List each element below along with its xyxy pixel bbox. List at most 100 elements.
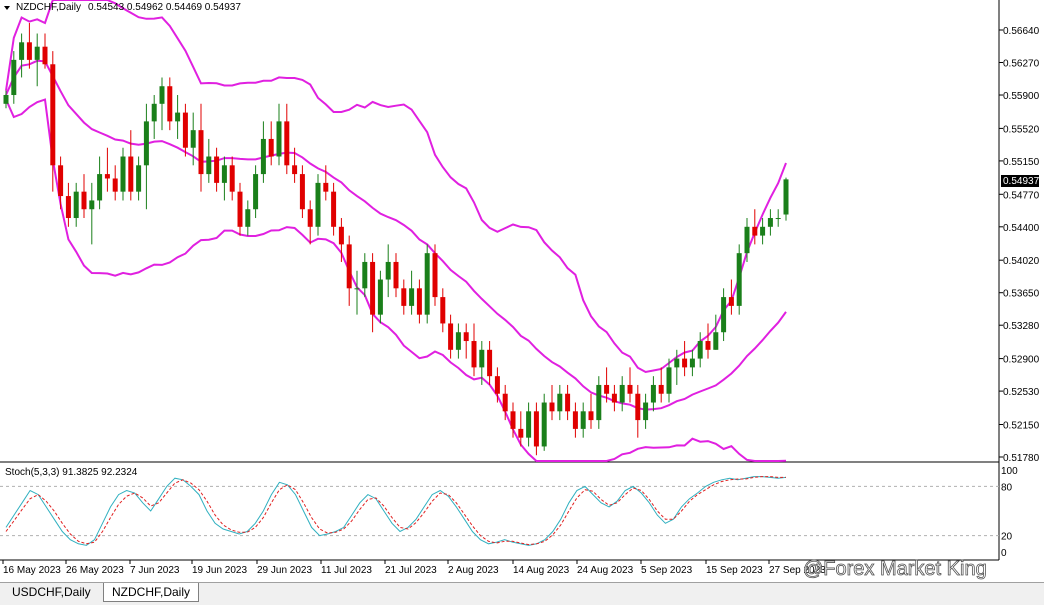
- candle-body: [307, 209, 313, 227]
- candle: [728, 279, 734, 315]
- price-axis-label: 0.55900: [1003, 91, 1040, 102]
- candle: [518, 411, 524, 447]
- time-axis-label: 21 Jul 2023: [385, 565, 437, 576]
- candle-body: [50, 64, 56, 166]
- candle-body: [502, 393, 508, 412]
- symbol-label: NZDCHF,Daily: [16, 2, 81, 13]
- candle: [393, 253, 399, 298]
- candle: [73, 182, 79, 227]
- candle-body: [120, 156, 126, 192]
- candle: [42, 33, 48, 69]
- candle: [276, 103, 282, 166]
- candle-body: [541, 402, 547, 447]
- candle-body: [331, 191, 337, 227]
- candle: [674, 349, 680, 385]
- candle: [307, 200, 313, 245]
- candle-body: [237, 191, 243, 227]
- candle: [34, 33, 40, 87]
- candle: [385, 244, 391, 298]
- candle-body: [572, 411, 578, 429]
- candle-body: [385, 261, 391, 280]
- time-axis-label: 24 Aug 2023: [577, 565, 634, 576]
- candle: [440, 288, 446, 333]
- candle: [362, 253, 368, 298]
- stochastic-pane: [0, 476, 999, 546]
- candle-body: [65, 196, 71, 219]
- candle: [292, 147, 298, 183]
- candle-body: [736, 253, 742, 306]
- watermark: @Forex Market King: [803, 558, 987, 580]
- band-lower: [5, 98, 787, 462]
- time-axis-label: 16 May 2023: [3, 565, 61, 576]
- candle: [11, 51, 17, 104]
- candle-body: [596, 384, 602, 421]
- candle-body: [190, 130, 196, 148]
- candle-body: [728, 297, 734, 306]
- chart-area[interactable]: 0.56640 0.56270 0.55900 0.55520 0.55150 0.547…: [0, 0, 1044, 582]
- candle-body: [198, 130, 204, 175]
- candle-body: [253, 174, 259, 210]
- candle: [346, 235, 352, 306]
- candle-body: [557, 393, 563, 412]
- candle: [120, 147, 126, 201]
- candle-body: [136, 165, 142, 192]
- candle: [533, 402, 539, 456]
- candle: [627, 367, 633, 403]
- price-axis-label: 0.56270: [1003, 59, 1040, 70]
- candle: [666, 358, 672, 403]
- candle: [81, 174, 87, 219]
- candle-body: [58, 165, 64, 197]
- stoch-level-label: 100: [1001, 466, 1018, 477]
- candle: [596, 376, 602, 429]
- ohlc-label: 0.54543 0.54962 0.54469 0.54937: [88, 2, 241, 13]
- candle: [752, 209, 758, 245]
- price-axis-label: 0.52900: [1003, 355, 1040, 366]
- candle-body: [73, 191, 79, 219]
- candle-body: [229, 165, 235, 192]
- candle: [3, 90, 9, 109]
- candle: [268, 121, 274, 166]
- bollinger-bands: [5, 0, 787, 462]
- candle-body: [81, 191, 87, 210]
- candle: [331, 182, 337, 236]
- tab-nzdchf[interactable]: NZDCHF,Daily: [103, 583, 199, 602]
- candle-body: [292, 165, 298, 175]
- candle-body: [354, 288, 360, 290]
- candle: [253, 165, 259, 219]
- candle-body: [487, 349, 493, 377]
- candle: [299, 165, 305, 219]
- candle-body: [245, 209, 251, 227]
- candle: [541, 393, 547, 451]
- candle: [416, 279, 422, 324]
- candle-body: [221, 165, 227, 183]
- candle-body: [440, 297, 446, 324]
- candle-body: [689, 358, 695, 368]
- candle: [760, 218, 766, 245]
- candle-body: [619, 384, 625, 403]
- candle-body: [611, 393, 617, 403]
- time-axis-label: 5 Sep 2023: [641, 565, 693, 576]
- candle-body: [471, 341, 477, 368]
- candle: [19, 33, 25, 78]
- candle-body: [89, 200, 95, 210]
- candle-body: [767, 218, 773, 227]
- candle-body: [494, 376, 500, 394]
- axes: 0.56640 0.56270 0.55900 0.55520 0.55150 0.547…: [2, 26, 1040, 576]
- candle: [697, 332, 703, 368]
- candle: [705, 323, 711, 359]
- tab-usdchf[interactable]: USDCHF,Daily: [12, 585, 91, 599]
- candle-body: [104, 174, 110, 179]
- candle-body: [393, 261, 399, 289]
- candle: [471, 323, 477, 377]
- time-axis-label: 27 Sep 2023: [769, 565, 826, 576]
- collapse-triangle-icon[interactable]: [4, 6, 10, 10]
- candle-body: [315, 182, 321, 227]
- candle-body: [526, 411, 532, 438]
- candle: [783, 177, 789, 221]
- candle-body: [721, 297, 727, 333]
- candle-body: [362, 261, 368, 289]
- candle-body: [783, 179, 789, 215]
- candle: [463, 323, 469, 359]
- candle-body: [260, 138, 266, 175]
- candle-body: [370, 261, 376, 315]
